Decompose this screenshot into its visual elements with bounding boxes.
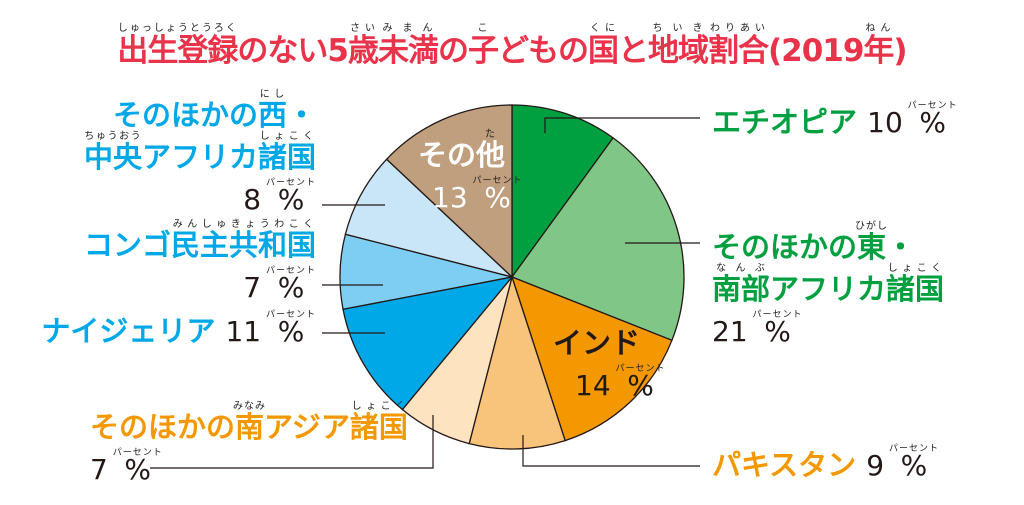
percent-sign: %パーセント: [615, 364, 666, 402]
percent-sign: %パーセント: [265, 178, 316, 216]
label-line: ナイジェリア 11 %パーセント: [41, 304, 316, 348]
percent-sign: %パーセント: [752, 310, 803, 348]
text-segment: そのほかの: [90, 410, 236, 444]
text-segment: の: [437, 33, 469, 69]
text-segment: アジア: [264, 410, 350, 444]
percent-value: 10 %パーセント: [867, 101, 958, 139]
text-segment: (2019: [767, 33, 864, 69]
label-percent-line: 7 %パーセント: [90, 442, 408, 486]
label-line: 中央ちゅうおうアフリカ諸国しょこく: [84, 130, 316, 172]
percent-value: 8 %パーセント: [243, 178, 316, 216]
label-nigeria: ナイジェリア 11 %パーセント: [41, 304, 316, 348]
label-percent-line: 14 %パーセント: [553, 358, 666, 402]
percent-sign: %パーセント: [112, 448, 163, 486]
text-segment: ・: [886, 230, 916, 264]
text-segment: エチオピア: [712, 105, 858, 139]
percent-value: 7 %パーセント: [90, 448, 163, 486]
ruby-text: 年ねん: [863, 23, 894, 69]
label-line: そのほかの東ひがし・: [712, 220, 944, 262]
label-other: その他た 13 %パーセント: [418, 128, 523, 214]
label-line: パキスタン 9 %パーセント: [712, 438, 939, 482]
label-southasia: そのほかの南みなみアジア諸国しょこく 7 %パーセント: [90, 400, 408, 486]
percent-sign: %パーセント: [888, 444, 939, 482]
text-segment: ): [893, 33, 907, 69]
label-line: そのほかの南みなみアジア諸国しょこく: [90, 400, 408, 442]
label-ethiopia: エチオピア 10 %パーセント: [712, 95, 958, 139]
label-percent-line: 7 %パーセント: [84, 260, 316, 304]
ruby-text: 諸国しょこく: [257, 131, 316, 174]
percent-value: 11 %パーセント: [225, 310, 316, 348]
label-line: その他た: [418, 128, 523, 170]
label-pakistan: パキスタン 9 %パーセント: [712, 438, 939, 482]
ruby-text: 子こ: [467, 23, 499, 69]
ruby-text: 国くに: [587, 23, 619, 69]
ruby-text: 諸国しょこく: [886, 263, 945, 306]
label-line: インド: [553, 316, 666, 358]
label-east: そのほかの東ひがし・ 南部なんぶアフリカ諸国しょこく 21 %パーセント: [712, 220, 944, 348]
ruby-text: 民主共和国みんしゅきょうわこく: [170, 219, 316, 262]
label-line: そのほかの西にし・: [84, 88, 316, 130]
chart-title: 出生登録しゅっしょうとうろくのない5歳さい未満みまんの子こどもの国くにと地域ちい…: [0, 22, 1024, 68]
pie-slice-other: [385, 104, 513, 279]
ruby-text: 南部なんぶ: [712, 263, 771, 306]
ruby-text: 割合わりあい: [707, 23, 769, 69]
pie-slice-ethiopia: [511, 104, 615, 280]
pie-slice-pakistan: [468, 274, 566, 450]
text-segment: と: [617, 33, 649, 69]
ruby-text: 中央ちゅうおう: [83, 131, 142, 174]
percent-value: 7 %パーセント: [243, 266, 316, 304]
leader-line-pakistan: [522, 435, 700, 467]
percent-value: 14 %パーセント: [575, 364, 666, 402]
percent-sign: %パーセント: [907, 101, 958, 139]
ruby-text: 諸国しょこく: [349, 401, 408, 444]
label-line: エチオピア 10 %パーセント: [712, 95, 958, 139]
ruby-text: 出生登録しゅっしょうとうろく: [117, 23, 238, 69]
text-segment: ナイジェリア: [41, 314, 216, 348]
percent-sign: %パーセント: [472, 176, 523, 214]
ruby-text: 他た: [476, 129, 506, 172]
ruby-text: 東ひがし: [855, 221, 889, 264]
ruby-text: 歳さい: [347, 23, 379, 69]
text-segment: インド: [553, 326, 641, 360]
label-line: 南部なんぶアフリカ諸国しょこく: [712, 262, 944, 304]
ruby-text: 地域ちいき: [647, 23, 709, 69]
percent-sign: %パーセント: [265, 310, 316, 348]
leader-line-southasia: [150, 415, 434, 469]
text-segment: そのほかの: [712, 230, 858, 264]
text-segment: アフリカ: [770, 272, 887, 306]
text-segment: アフリカ: [141, 140, 258, 174]
text-segment: コンゴ: [83, 228, 171, 262]
text-segment: その: [418, 138, 477, 172]
ruby-text: 南みなみ: [233, 401, 267, 444]
label-line: コンゴ民主共和国みんしゅきょうわこく: [84, 218, 316, 260]
ruby-text: 未満みまん: [377, 23, 439, 69]
text-segment: のない5: [237, 33, 349, 69]
percent-value: 21 %パーセント: [712, 310, 803, 348]
percent-sign: %パーセント: [265, 266, 316, 304]
leader-line-ethiopia: [544, 117, 700, 133]
pie-slice-nigeria: [342, 276, 514, 411]
text-segment: ・: [286, 98, 316, 132]
text-segment: パキスタン: [712, 448, 857, 482]
label-congo: コンゴ民主共和国みんしゅきょうわこく 7 %パーセント: [84, 218, 316, 304]
percent-value: 9 %パーセント: [866, 444, 939, 482]
label-india: インド 14 %パーセント: [553, 316, 666, 402]
pie-slice-east: [510, 136, 685, 342]
label-percent-line: 21 %パーセント: [712, 304, 944, 348]
text-segment: そのほかの: [112, 98, 258, 132]
text-segment: どもの: [497, 33, 589, 69]
label-percent-line: 8 %パーセント: [84, 172, 316, 216]
percent-value: 13 %パーセント: [432, 176, 523, 214]
ruby-text: 西にし: [257, 89, 287, 132]
label-percent-line: 13 %パーセント: [418, 170, 523, 214]
label-west: そのほかの西にし・ 中央ちゅうおうアフリカ諸国しょこく 8 %パーセント: [84, 88, 316, 216]
